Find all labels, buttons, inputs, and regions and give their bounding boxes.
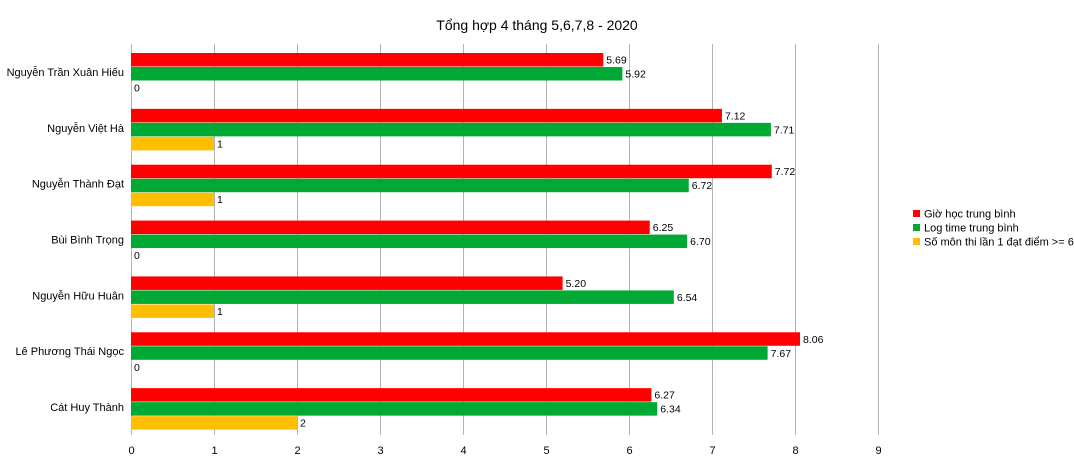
bar: [131, 290, 674, 304]
data-label: 6.25: [653, 222, 674, 234]
data-labels: 5.69 5.92 0 7.12 7.71 1 7.72 6.72 1 6.25 6.70 0 5.20…: [134, 55, 824, 430]
data-label: 5.20: [566, 278, 587, 290]
bar: [131, 108, 722, 123]
bar: [131, 164, 772, 179]
bar: [131, 332, 800, 346]
bars: [131, 53, 800, 430]
x-tick-label: 9: [875, 445, 881, 457]
category-label: Lê Phương Thái Ngọc: [15, 346, 124, 358]
x-tick-label: 6: [626, 445, 632, 457]
category-label: Nguyễn Việt Hà: [47, 122, 125, 135]
data-label: 1: [217, 138, 223, 150]
x-tick-label: 1: [211, 445, 217, 457]
x-tick-label: 0: [128, 445, 134, 457]
chart-title: Tổng hợp 4 tháng 5,6,7,8 - 2020: [436, 17, 638, 33]
legend-label: Log time trung bình: [924, 223, 1019, 235]
data-label: 1: [217, 194, 223, 206]
bar: [131, 234, 688, 249]
x-tick-label: 3: [377, 445, 383, 457]
bar: [131, 416, 297, 430]
data-label: 7.71: [774, 124, 795, 136]
data-label: 0: [134, 362, 140, 374]
data-label: 0: [134, 250, 140, 262]
bar: [131, 220, 650, 235]
bar: [131, 402, 658, 416]
data-label: 8.06: [803, 334, 824, 346]
bar: [131, 192, 214, 207]
data-label: 6.72: [692, 180, 713, 192]
x-axis-tick-labels: 0 1 2 3 4 5 6 7 8 9: [128, 445, 881, 457]
legend-swatch: [913, 224, 920, 231]
legend-swatch: [913, 210, 920, 217]
bar: [131, 276, 563, 290]
data-label: 7.12: [725, 110, 746, 122]
bar: [131, 136, 214, 151]
category-label: Nguyễn Thành Đạt: [32, 178, 124, 191]
data-label: 7.67: [771, 348, 792, 360]
legend-label: Số môn thi lần 1 đạt điểm >= 6: [924, 237, 1074, 249]
x-tick-label: 4: [460, 445, 466, 457]
data-label: 1: [217, 306, 223, 318]
bar: [131, 67, 623, 81]
legend-swatch: [913, 238, 920, 245]
data-label: 6.34: [660, 404, 681, 416]
data-label: 6.27: [654, 390, 675, 402]
category-labels: Nguyễn Trần Xuân Hiếu Nguyễn Việt Hà Nguyễ…: [7, 66, 125, 414]
data-label: 5.92: [625, 69, 646, 81]
x-tick-label: 5: [543, 445, 549, 457]
legend: Giờ học trung bình Log time trung bình Số …: [913, 209, 1074, 249]
bar: [131, 346, 768, 360]
x-tick-label: 8: [792, 445, 798, 457]
category-label: Cát Huy Thành: [50, 402, 124, 414]
data-label: 6.70: [690, 236, 711, 248]
category-label: Nguyễn Trần Xuân Hiếu: [7, 66, 124, 79]
legend-label: Giờ học trung bình: [924, 209, 1016, 221]
bar: [131, 178, 689, 193]
data-label: 5.69: [606, 55, 627, 67]
data-label: 2: [300, 418, 306, 430]
data-label: 7.72: [775, 166, 796, 178]
x-tick-label: 7: [709, 445, 715, 457]
data-label: 0: [134, 83, 140, 95]
bar: [131, 388, 652, 402]
bar: [131, 304, 214, 318]
category-label: Bùi Bình Trọng: [51, 235, 124, 247]
x-tick-label: 2: [294, 445, 300, 457]
bar: [131, 122, 771, 137]
category-label: Nguyễn Hữu Huân: [32, 289, 124, 302]
bar: [131, 53, 604, 67]
data-label: 6.54: [677, 292, 698, 304]
